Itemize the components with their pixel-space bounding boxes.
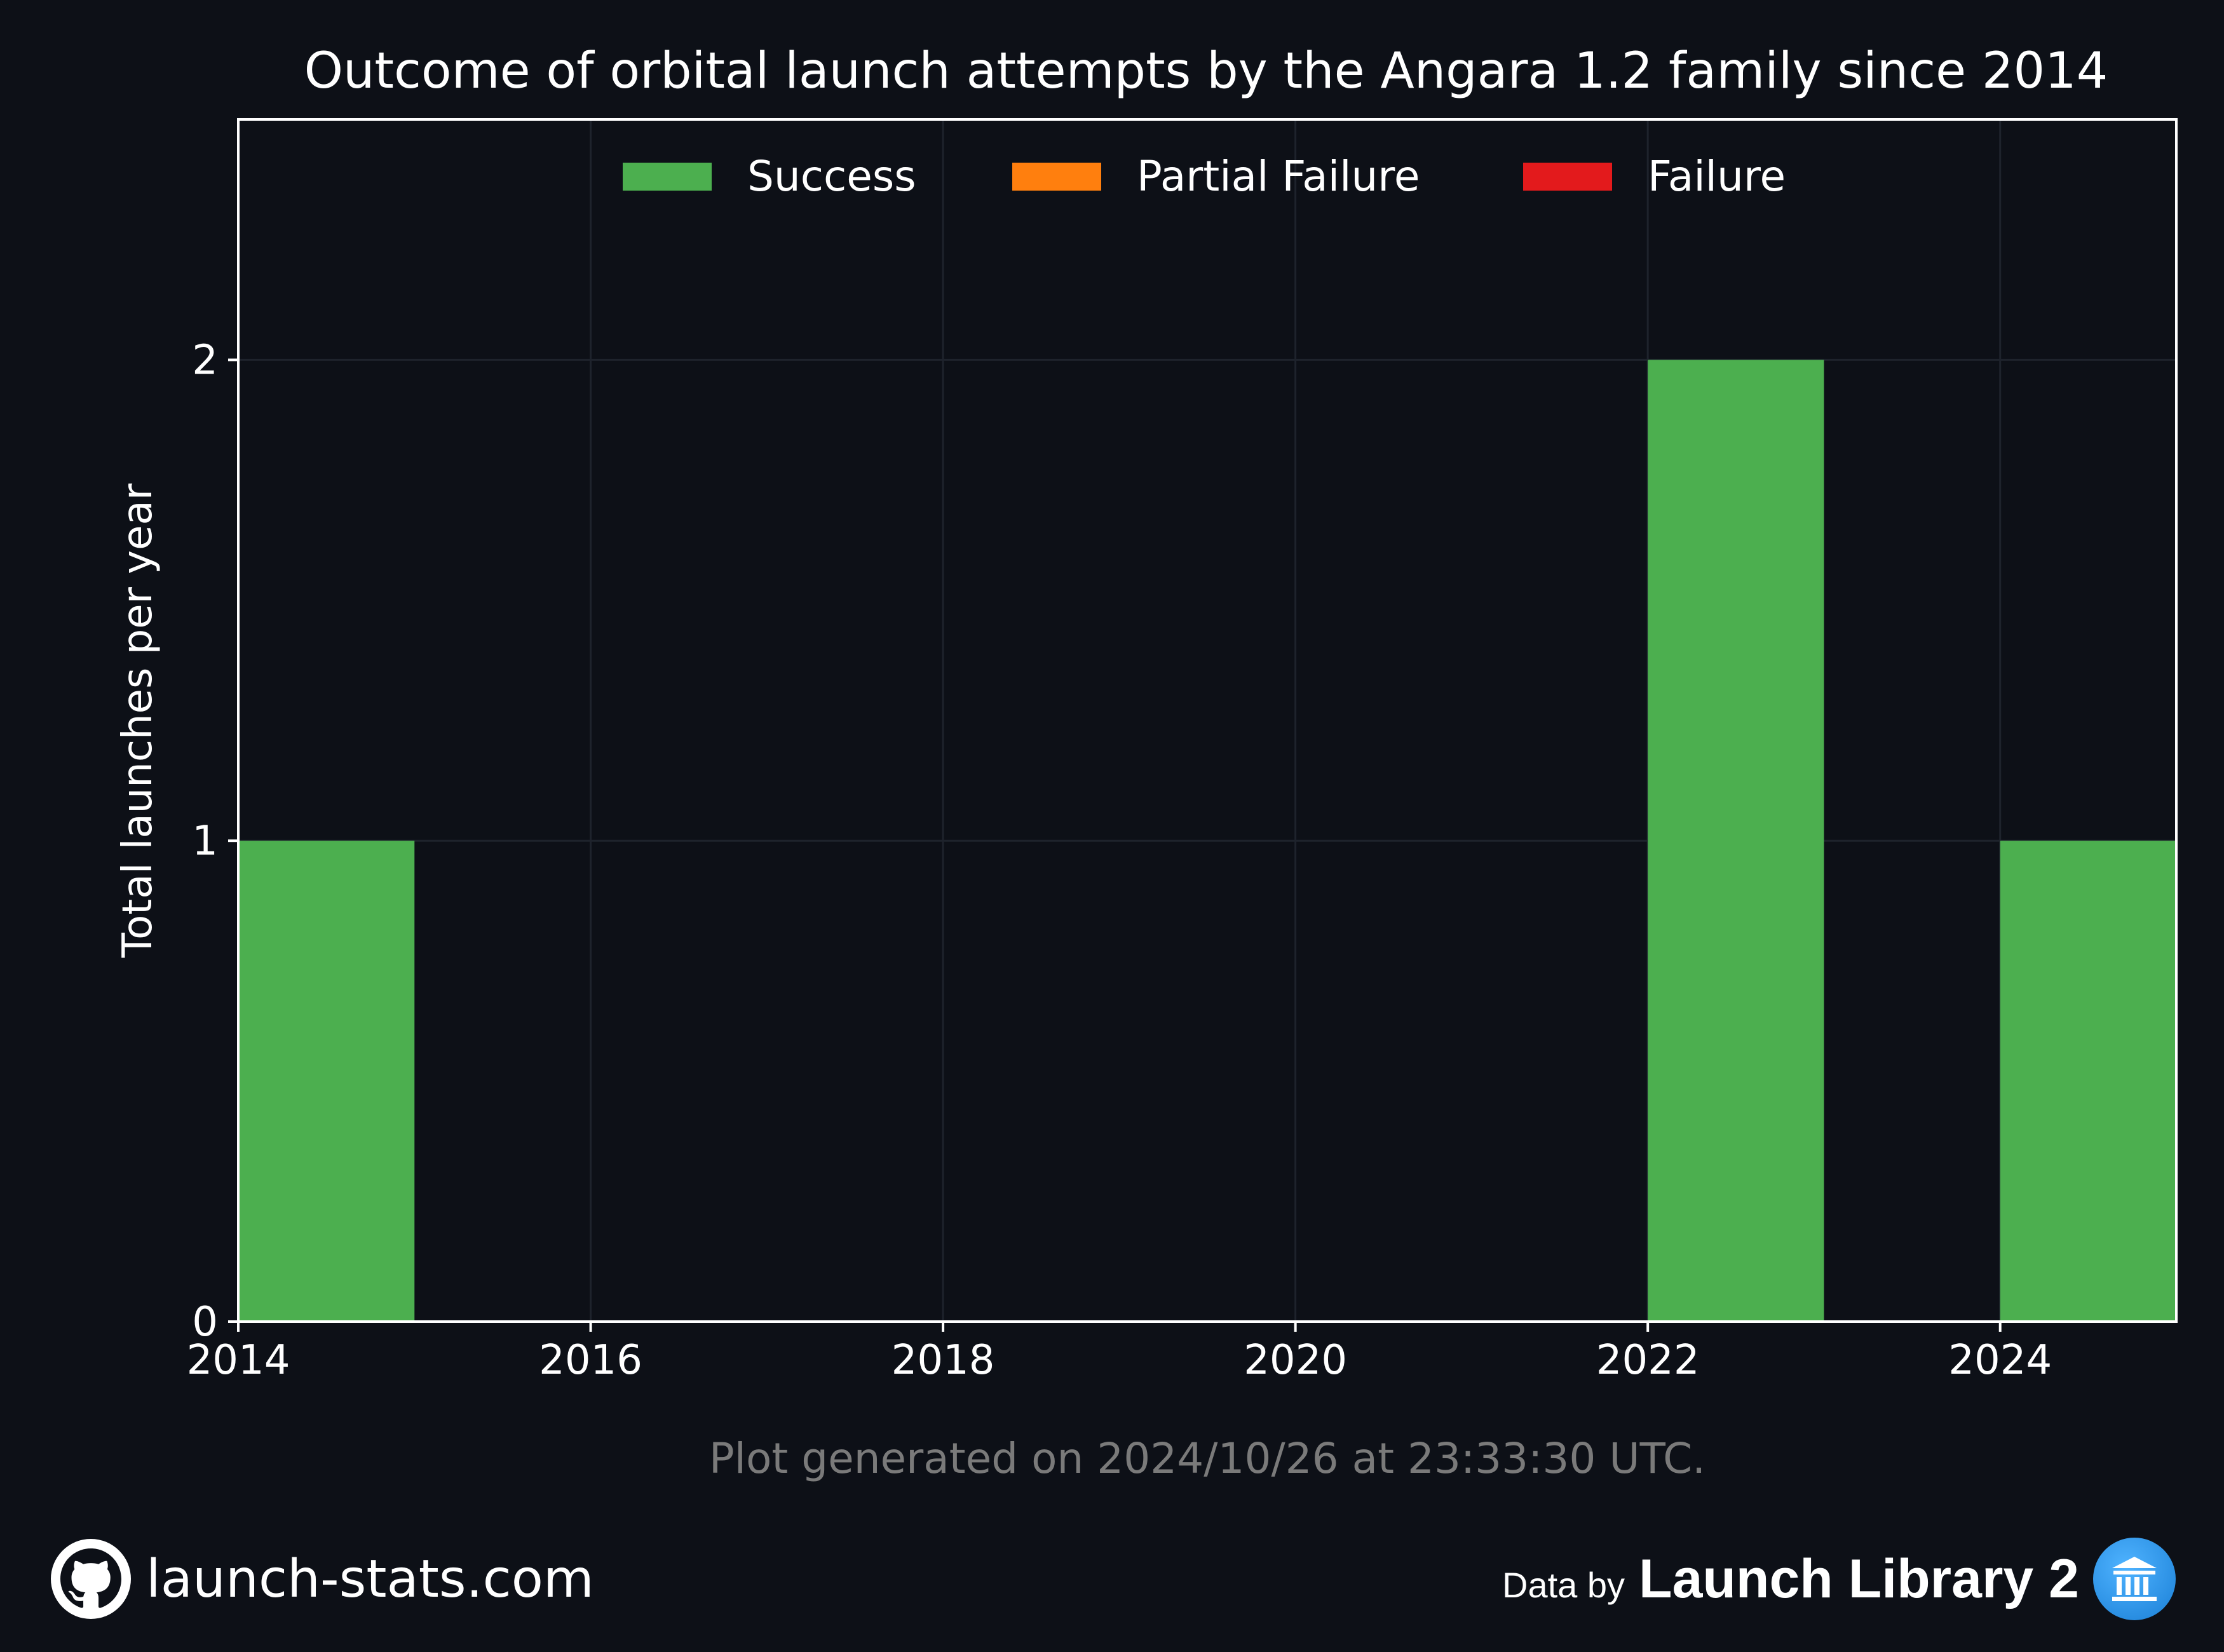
legend-swatch [1523, 163, 1612, 191]
bar-success [2000, 841, 2176, 1322]
y-axis-label: Total launches per year [114, 483, 161, 958]
legend: Success Partial Failure Failure [623, 152, 1786, 201]
data-by-label: Data by [1502, 1564, 1625, 1605]
legend-item: Failure [1523, 152, 1786, 201]
footer-data-source[interactable]: Data by Launch Library 2 [1502, 1534, 2176, 1623]
plot-frame [237, 118, 2178, 1323]
legend-item: Partial Failure [1012, 152, 1420, 201]
bar-success [238, 841, 415, 1322]
x-tick-label: 2022 [1596, 1337, 1700, 1384]
y-tick-label: 2 [192, 337, 218, 384]
grid [237, 119, 2176, 1323]
generated-note: Plot generated on 2024/10/26 at 23:33:30… [709, 1434, 1705, 1483]
x-tick-label: 2016 [539, 1337, 642, 1384]
x-tick-label: 2014 [187, 1337, 290, 1384]
y-tick-label: 0 [192, 1299, 218, 1346]
x-tick-label: 2018 [892, 1337, 995, 1384]
site-link[interactable]: launch-stats.com [146, 1548, 594, 1609]
legend-label: Failure [1648, 152, 1786, 201]
axis-ticks: 2014 2016 2018 2020 2022 2024 0 1 2 [187, 337, 2052, 1384]
y-tick-label: 1 [192, 818, 218, 865]
bars [238, 360, 2176, 1322]
chart-title: Outcome of orbital launch attempts by th… [304, 43, 2108, 100]
bar-success [1648, 360, 1824, 1322]
footer-site[interactable]: launch-stats.com [51, 1538, 594, 1620]
x-tick-label: 2024 [1948, 1337, 2052, 1384]
legend-label: Partial Failure [1137, 152, 1420, 201]
legend-swatch [623, 163, 712, 191]
legend-label: Success [747, 152, 916, 201]
x-tick-label: 2020 [1244, 1337, 1347, 1384]
github-icon [51, 1539, 131, 1619]
launch-library-icon [2093, 1538, 2176, 1620]
legend-item: Success [623, 152, 916, 201]
launch-library-link[interactable]: Launch Library 2 [1639, 1548, 2079, 1609]
legend-swatch [1012, 163, 1101, 191]
